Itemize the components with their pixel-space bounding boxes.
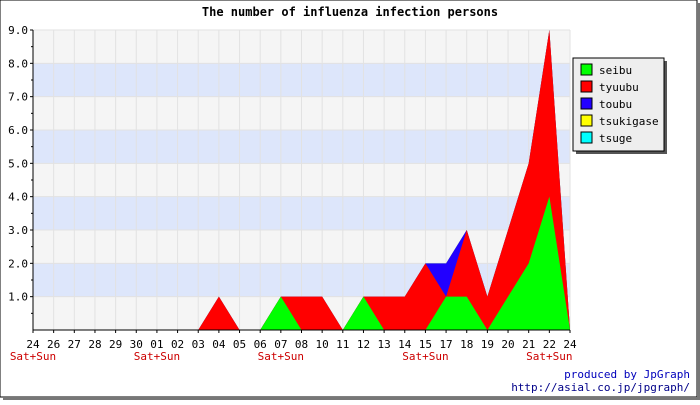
footer-credit: produced by JpGraph bbox=[564, 368, 690, 381]
chart-shadow-bottom bbox=[3, 397, 700, 400]
legend-swatch-toubu bbox=[580, 97, 593, 110]
x-tick-label: 12 bbox=[357, 338, 370, 351]
y-tick-label: 5.0 bbox=[8, 157, 28, 170]
legend-label-tyuubu: tyuubu bbox=[599, 81, 639, 94]
footer-url[interactable]: http://asial.co.jp/jpgraph/ bbox=[511, 381, 690, 394]
x-tick-label: 02 bbox=[171, 338, 184, 351]
x-tick-label: 06 bbox=[254, 338, 267, 351]
legend-label-tsuge: tsuge bbox=[599, 132, 632, 145]
x-tick-label: 29 bbox=[109, 338, 122, 351]
x-tick-label: 18 bbox=[460, 338, 473, 351]
x-tick-label: 27 bbox=[68, 338, 81, 351]
x-tick-label: 07 bbox=[274, 338, 287, 351]
x-tick-label: 17 bbox=[439, 338, 452, 351]
y-tick-label: 9.0 bbox=[8, 24, 28, 37]
x-tick-label: 01 bbox=[150, 338, 163, 351]
x-tick-label: 19 bbox=[481, 338, 494, 351]
x-tick-label: 24 bbox=[26, 338, 40, 351]
x-tick-label: 20 bbox=[501, 338, 514, 351]
x-tick-label: 13 bbox=[377, 338, 390, 351]
y-tick-label: 3.0 bbox=[8, 224, 28, 237]
x-tick-label: 21 bbox=[522, 338, 535, 351]
y-tick-label: 2.0 bbox=[8, 257, 28, 270]
y-tick-label: 1.0 bbox=[8, 291, 28, 304]
legend-swatch-tsuge bbox=[580, 131, 593, 144]
x-tick-label: 04 bbox=[212, 338, 226, 351]
x-tick-label: 24 bbox=[563, 338, 577, 351]
x-tick-label: 26 bbox=[47, 338, 60, 351]
legend-swatch-tyuubu bbox=[580, 80, 593, 93]
x-tick-label: 11 bbox=[336, 338, 349, 351]
x-tick-label: 05 bbox=[233, 338, 246, 351]
chart-shadow-right bbox=[697, 3, 700, 400]
x-tick-label: 15 bbox=[419, 338, 432, 351]
legend-label-toubu: toubu bbox=[599, 98, 632, 111]
chart-title: The number of influenza infection person… bbox=[202, 5, 498, 19]
x-tick-label: 08 bbox=[295, 338, 308, 351]
legend-swatch-seibu bbox=[580, 63, 593, 76]
x-tick-label: 22 bbox=[543, 338, 556, 351]
y-tick-label: 6.0 bbox=[8, 124, 28, 137]
y-tick-label: 8.0 bbox=[8, 57, 28, 70]
legend-label-seibu: seibu bbox=[599, 64, 632, 77]
weekend-label: Sat+Sun bbox=[258, 350, 304, 363]
weekend-label: Sat+Sun bbox=[134, 350, 180, 363]
legend-swatch-tsukigase bbox=[580, 114, 593, 127]
x-tick-label: 30 bbox=[130, 338, 143, 351]
y-tick-label: 7.0 bbox=[8, 91, 28, 104]
area-seibu bbox=[33, 196, 570, 330]
weekend-label: Sat+Sun bbox=[10, 350, 56, 363]
weekend-label: Sat+Sun bbox=[402, 350, 448, 363]
legend-label-tsukigase: tsukigase bbox=[599, 115, 659, 128]
x-tick-label: 10 bbox=[316, 338, 329, 351]
x-tick-label: 28 bbox=[88, 338, 101, 351]
x-tick-label: 03 bbox=[192, 338, 205, 351]
y-tick-label: 4.0 bbox=[8, 191, 28, 204]
weekend-label: Sat+Sun bbox=[526, 350, 572, 363]
x-tick-label: 14 bbox=[398, 338, 412, 351]
